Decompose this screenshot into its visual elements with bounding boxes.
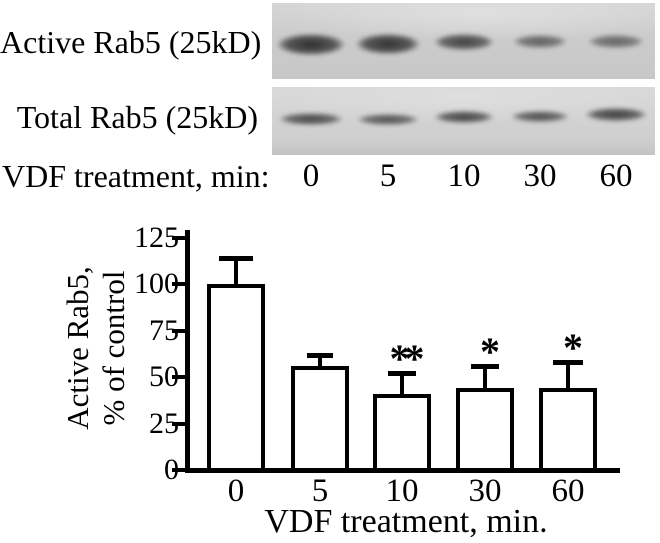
bar-10-min	[373, 393, 431, 472]
y-tick-label-25: 25	[149, 406, 179, 440]
error-bar-cap-60	[553, 360, 583, 366]
y-axis-title-line-1: Active Rab5,	[60, 266, 95, 430]
blot-row-label-total-rab5: Total Rab5 (25kD)	[16, 99, 258, 135]
error-bar-stem-30	[483, 365, 487, 393]
x-tick-label-30: 30	[468, 473, 502, 509]
lane-label-5: 5	[379, 158, 397, 194]
y-tick-label-100: 100	[134, 267, 179, 300]
blot-band-active-lane-10	[435, 34, 493, 50]
y-tick-0	[172, 468, 186, 472]
blot-band-active-lane-5	[357, 34, 419, 54]
lane-label-0: 0	[302, 158, 320, 194]
x-tick-label-0: 0	[227, 473, 245, 509]
blot-band-total-lane-10	[435, 111, 493, 123]
y-tick-125	[172, 235, 186, 240]
total-rab5-blot-image	[272, 87, 655, 155]
significance-marker-30: *	[480, 328, 500, 374]
significance-marker-10: **	[389, 336, 425, 382]
y-tick-label-0: 0	[164, 453, 179, 486]
error-bar-cap-30	[471, 363, 499, 369]
x-tick-label-5: 5	[311, 473, 329, 509]
blot-band-active-lane-60	[589, 34, 643, 48]
blot-band-total-lane-0	[280, 113, 342, 125]
bar-30-min	[456, 388, 514, 472]
y-axis-line	[185, 230, 190, 473]
y-tick-75	[172, 328, 186, 333]
y-tick-100	[172, 282, 186, 286]
blot-band-total-lane-30	[512, 110, 568, 122]
y-tick-label-125: 125	[134, 220, 179, 254]
y-tick-label-75: 75	[149, 313, 179, 347]
y-tick-50	[172, 375, 186, 379]
blot-band-active-lane-30	[514, 34, 566, 48]
bar-0-min	[207, 284, 265, 472]
bar-5-min	[291, 365, 349, 472]
x-tick-label-60: 60	[551, 473, 585, 509]
error-bar-stem-60	[566, 362, 570, 393]
error-bar-cap-5	[307, 352, 333, 358]
significance-marker-60: *	[563, 325, 583, 371]
y-tick-25	[172, 421, 186, 426]
lane-label-10: 10	[447, 158, 481, 194]
blot-band-active-lane-0	[278, 33, 344, 55]
bar-60-min	[539, 388, 597, 472]
error-bar-stem-5	[318, 354, 322, 370]
error-bar-stem-0	[234, 257, 238, 288]
x-tick-label-10: 10	[385, 473, 419, 509]
lane-label-60: 60	[599, 158, 633, 194]
x-axis-title: VDF treatment, min.	[264, 503, 548, 540]
lane-label-30: 30	[523, 158, 557, 194]
y-tick-label-50: 50	[149, 360, 179, 393]
lane-axis-label: VDF treatment, min:	[2, 158, 270, 194]
error-bar-cap-0	[219, 255, 253, 261]
blot-row-label-active-rab5: Active Rab5 (25kD)	[0, 24, 262, 60]
error-bar-stem-10	[400, 373, 404, 398]
error-bar-cap-10	[388, 371, 416, 377]
blot-band-total-lane-60	[586, 107, 646, 121]
active-rab5-blot-image	[272, 3, 655, 79]
blot-band-total-lane-5	[358, 113, 418, 125]
